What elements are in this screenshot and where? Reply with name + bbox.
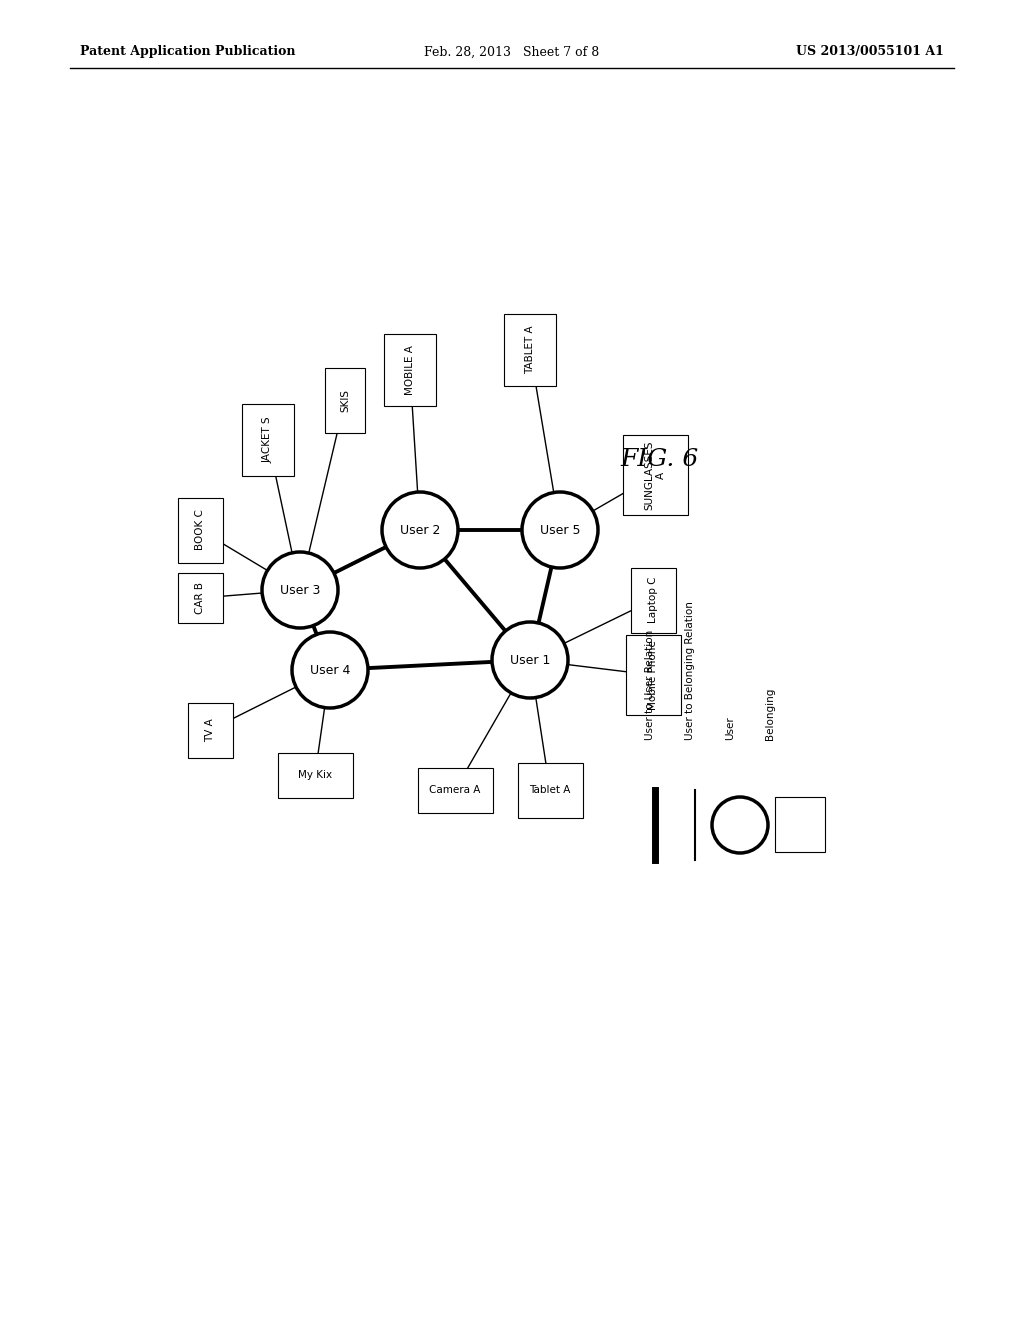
Text: Tablet A: Tablet A [529, 785, 570, 795]
Text: User to User Relation: User to User Relation [645, 630, 655, 741]
Text: Feb. 28, 2013   Sheet 7 of 8: Feb. 28, 2013 Sheet 7 of 8 [424, 45, 600, 58]
Text: Laptop C: Laptop C [648, 577, 658, 623]
FancyBboxPatch shape [278, 752, 352, 797]
FancyBboxPatch shape [242, 404, 294, 477]
FancyBboxPatch shape [187, 702, 232, 758]
Text: MOBILE A: MOBILE A [406, 345, 415, 395]
Text: User 1: User 1 [510, 653, 550, 667]
Text: SKIS: SKIS [340, 388, 350, 412]
Circle shape [492, 622, 568, 698]
Text: Mobile Phone: Mobile Phone [648, 640, 658, 710]
Text: User to Belonging Relation: User to Belonging Relation [685, 601, 695, 741]
FancyBboxPatch shape [517, 763, 583, 817]
Circle shape [522, 492, 598, 568]
Text: User 4: User 4 [310, 664, 350, 676]
Text: Belonging: Belonging [765, 688, 775, 741]
Text: BOOK C: BOOK C [195, 510, 205, 550]
Circle shape [712, 797, 768, 853]
Text: Camera A: Camera A [429, 785, 480, 795]
Text: Patent Application Publication: Patent Application Publication [80, 45, 296, 58]
Text: CAR B: CAR B [195, 582, 205, 614]
FancyBboxPatch shape [177, 498, 222, 562]
Text: SUNGLASSES
A: SUNGLASSES A [644, 441, 666, 510]
Text: US 2013/0055101 A1: US 2013/0055101 A1 [796, 45, 944, 58]
Text: User 5: User 5 [540, 524, 581, 536]
Text: User 2: User 2 [399, 524, 440, 536]
FancyBboxPatch shape [384, 334, 436, 407]
Text: TV A: TV A [205, 718, 215, 742]
Circle shape [382, 492, 458, 568]
FancyBboxPatch shape [325, 367, 365, 433]
FancyBboxPatch shape [177, 573, 222, 623]
Text: JACKET S: JACKET S [263, 417, 273, 463]
Circle shape [292, 632, 368, 708]
Text: User 3: User 3 [280, 583, 321, 597]
FancyBboxPatch shape [775, 797, 825, 851]
Text: TABLET A: TABLET A [525, 326, 535, 375]
FancyBboxPatch shape [626, 635, 681, 715]
FancyBboxPatch shape [631, 568, 676, 632]
Text: FIG. 6: FIG. 6 [621, 449, 699, 471]
Circle shape [262, 552, 338, 628]
FancyBboxPatch shape [504, 314, 556, 385]
Text: My Kix: My Kix [298, 770, 332, 780]
FancyBboxPatch shape [418, 767, 493, 813]
FancyBboxPatch shape [623, 436, 687, 515]
Text: User: User [725, 717, 735, 741]
